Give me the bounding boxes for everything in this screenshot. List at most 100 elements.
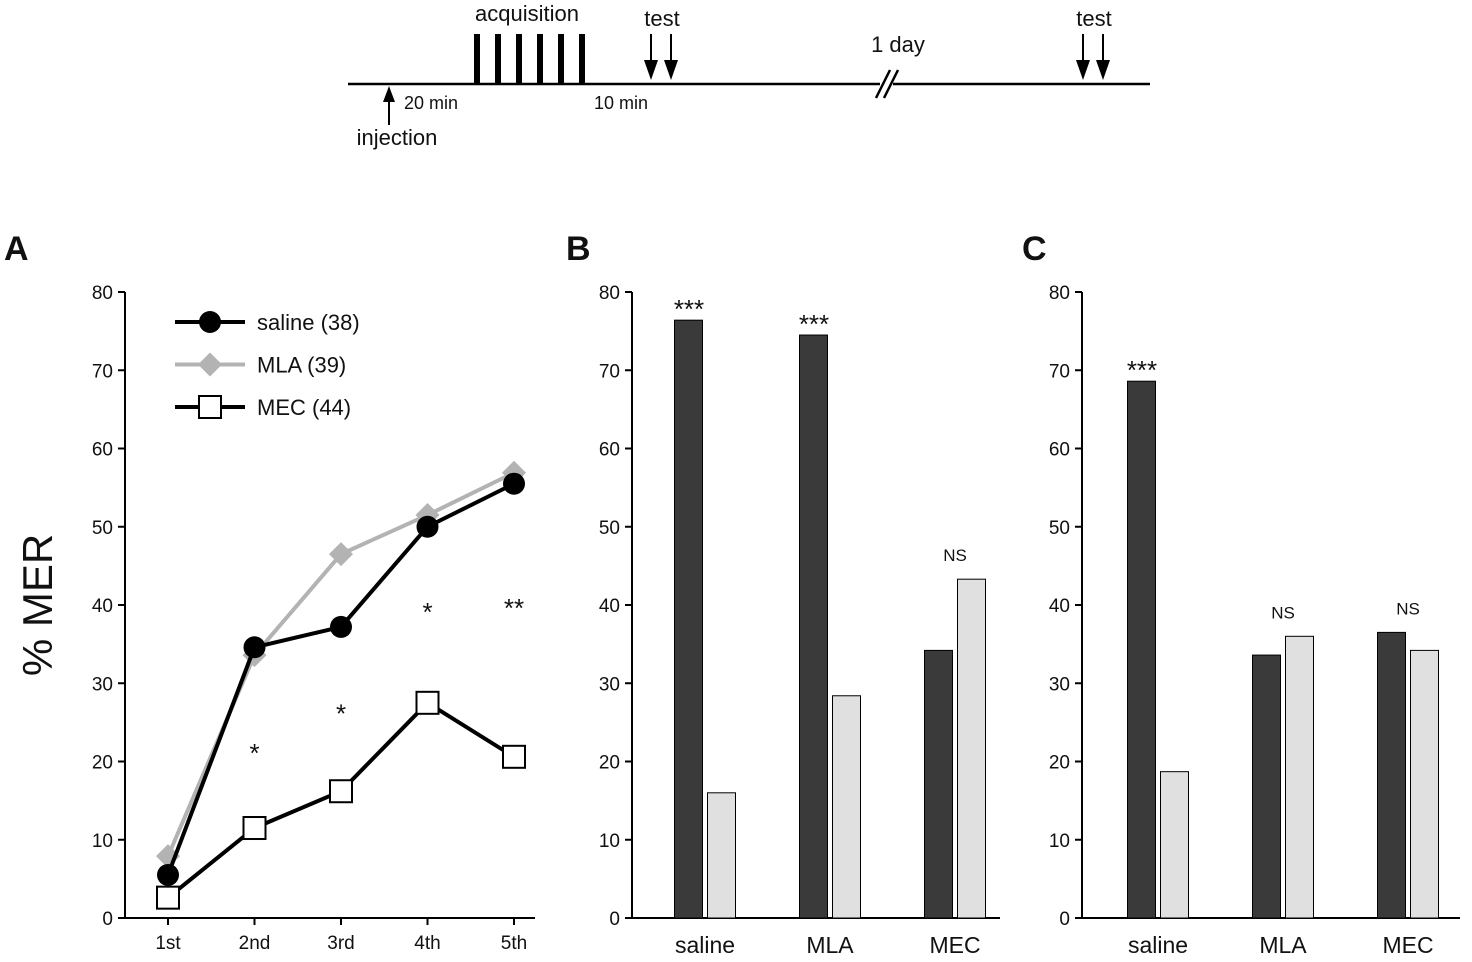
y-tick-label: 20 [1049,753,1070,774]
x-tick-label: saline [1128,932,1188,958]
x-tick-label: MLA [806,932,854,958]
x-tick-label: MEC [929,932,980,958]
acquisition-trial-bar [516,34,522,84]
significance-label: ** [504,593,524,623]
arrow-head-icon [1076,60,1090,80]
y-tick-label: 40 [92,596,113,617]
series-0 [157,472,525,886]
bar-dark [674,319,703,919]
bar-light [957,578,986,919]
injection-label: injection [357,125,438,150]
acquisition-trial-bar [495,34,501,84]
x-tick-label: MLA [1259,932,1307,958]
data-point [415,690,440,715]
y-tick-label: 80 [599,283,620,304]
timeline: acquisition test test 1 day 20 min 10 mi… [348,1,1150,150]
legend-label: MLA (39) [257,353,346,378]
legend-label: saline (38) [257,310,360,335]
x-tick-label: 5th [501,933,527,954]
acquisition-trial-bar [537,34,543,84]
test-label-1: test [644,6,679,31]
acquisition-label: acquisition [475,1,579,26]
y-tick-label: 60 [1049,440,1070,461]
bar-dark [799,334,828,919]
y-tick-label: 30 [92,674,113,695]
x-tick-label: MEC [1382,932,1433,958]
y-tick-label: 40 [1049,596,1070,617]
acquisition-trial-bar [474,34,480,84]
significance-label: * [336,699,346,729]
break-mark [874,69,892,99]
test-label-2: test [1076,6,1111,31]
x-tick-label: saline [675,932,735,958]
panel-label: B [566,230,591,268]
data-point [157,863,179,886]
bar-light [1410,649,1439,919]
legend-marker [198,352,222,377]
arrow-head-icon [383,86,395,102]
y-tick-label: 30 [1049,674,1070,695]
bar-light [1285,635,1314,919]
legend-marker [198,395,222,419]
arrow-head-icon [664,60,678,80]
y-tick-label: 0 [609,909,620,930]
y-tick-label: 70 [92,361,113,382]
break-mark [882,69,900,99]
acquisition-trial-bar [558,34,564,84]
y-tick-label: 70 [1049,361,1070,382]
data-point [330,615,352,638]
x-tick-label: 1st [155,933,181,954]
y-axis-label: % MER [14,534,61,676]
significance-label: NS [943,546,967,565]
y-tick-label: 80 [92,283,113,304]
legend-label: MEC (44) [257,395,351,420]
day-label: 1 day [871,32,925,57]
10min-label: 10 min [594,93,648,113]
data-point [242,816,267,841]
y-tick-label: 20 [92,753,113,774]
panel-c: C 0 10 20 30 40 50 60 70 80 saline *** MLA NS MEC NS [1022,230,1460,958]
legend-marker [199,311,221,333]
y-tick-label: 0 [102,909,113,930]
series-2 [156,690,526,910]
panel-label: A [4,230,29,268]
y-tick-label: 50 [92,518,113,539]
y-tick-label: 10 [599,831,620,852]
bar-light [832,695,861,919]
bar-dark [924,649,953,919]
data-point [416,515,439,538]
x-tick-label: 3rd [327,933,354,954]
significance-label: * [249,738,259,768]
y-tick-label: 30 [599,674,620,695]
panel-b: B 0 10 20 30 40 50 60 70 80 saline *** MLA *** MEC NS [566,230,1000,958]
acquisition-trial-bar [579,34,585,84]
series-1 [156,460,526,869]
significance-label: *** [674,294,704,324]
significance-label: *** [799,309,829,339]
y-tick-label: 80 [1049,283,1070,304]
significance-label: * [422,597,432,627]
arrow-head-icon [644,60,658,80]
data-point [329,542,353,567]
y-tick-label: 50 [599,518,620,539]
y-tick-label: 20 [599,753,620,774]
significance-label: NS [1396,599,1420,618]
y-tick-label: 60 [92,440,113,461]
panel-label: C [1022,230,1047,268]
data-point [503,472,525,495]
bar-light [1160,771,1189,919]
bar-dark [1127,380,1156,919]
x-tick-label: 2nd [239,933,271,954]
data-point [156,885,180,910]
y-tick-label: 10 [92,831,113,852]
y-tick-label: 0 [1059,909,1070,930]
significance-label: *** [1127,355,1157,385]
significance-label: NS [1271,603,1295,622]
y-tick-label: 10 [1049,831,1070,852]
x-tick-label: 4th [414,933,440,954]
data-point [502,744,526,769]
bar-dark [1377,631,1406,919]
data-point [243,636,266,659]
y-tick-label: 70 [599,361,620,382]
